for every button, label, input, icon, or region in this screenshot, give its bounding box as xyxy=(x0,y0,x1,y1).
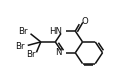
Text: HN: HN xyxy=(49,27,62,36)
Text: N: N xyxy=(55,48,62,57)
Text: Br: Br xyxy=(26,50,35,59)
Text: Br: Br xyxy=(19,27,28,36)
Text: O: O xyxy=(82,17,88,26)
Text: Br: Br xyxy=(15,42,24,51)
